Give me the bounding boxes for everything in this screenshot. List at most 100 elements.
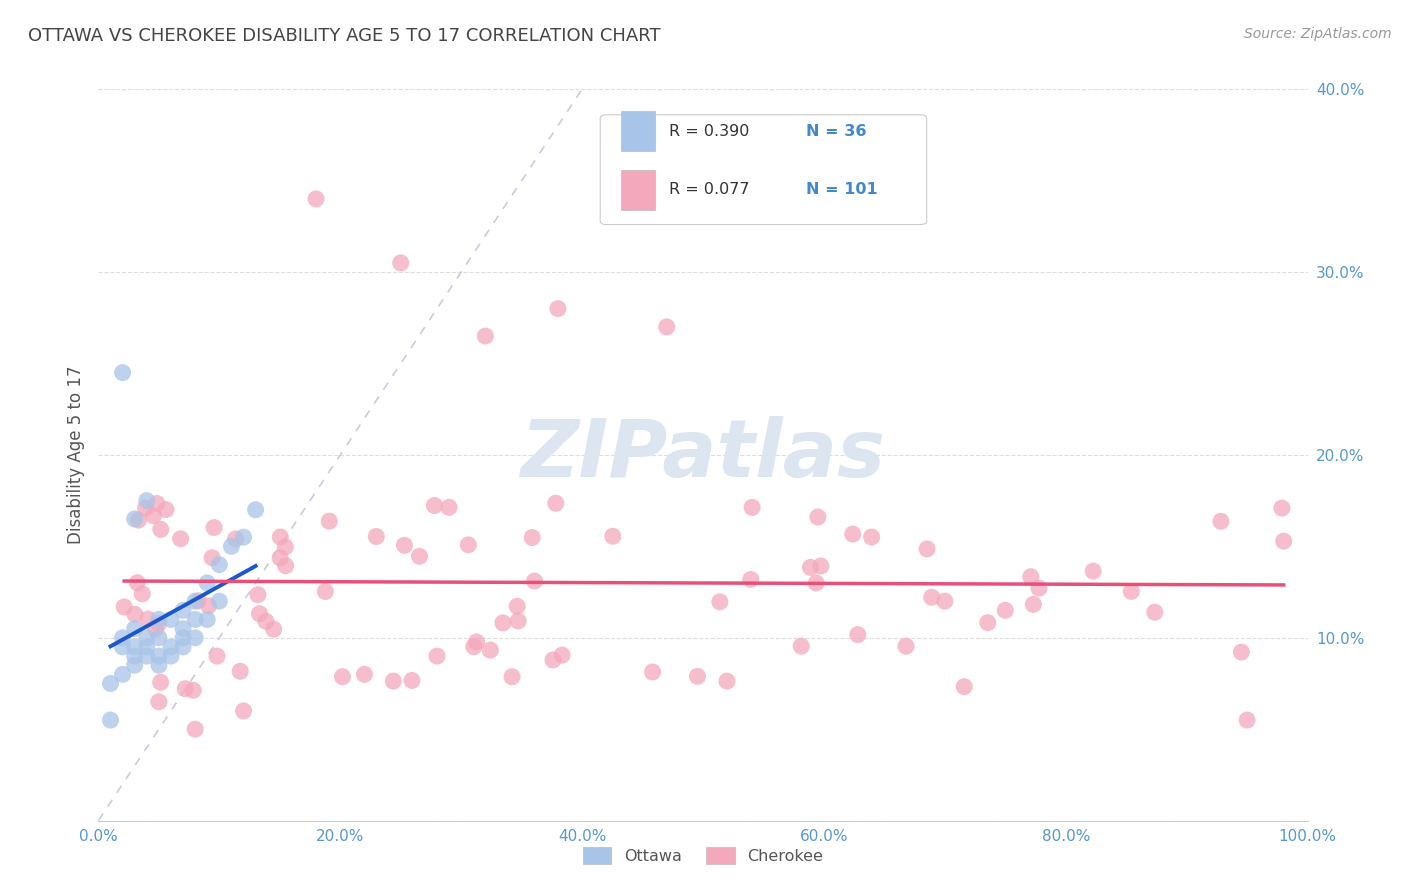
Point bbox=[1143, 605, 1166, 619]
Point bbox=[184, 723, 207, 737]
Point bbox=[205, 648, 228, 663]
Point bbox=[305, 192, 328, 206]
Point bbox=[426, 649, 449, 664]
Point bbox=[246, 588, 269, 602]
Text: R = 0.390: R = 0.390 bbox=[669, 124, 749, 139]
Point bbox=[790, 639, 813, 653]
Point bbox=[160, 640, 183, 654]
Point bbox=[522, 531, 544, 545]
Point bbox=[124, 649, 146, 664]
Point bbox=[112, 599, 135, 614]
Point bbox=[124, 640, 146, 654]
Point bbox=[915, 541, 938, 556]
Point bbox=[169, 532, 191, 546]
Point bbox=[274, 540, 297, 554]
Point bbox=[602, 529, 624, 543]
Point bbox=[149, 675, 172, 690]
Point bbox=[846, 627, 869, 641]
Point bbox=[686, 669, 709, 683]
Point bbox=[1083, 564, 1105, 578]
Point bbox=[111, 631, 134, 645]
Point bbox=[934, 594, 956, 608]
Point bbox=[128, 513, 150, 527]
Point bbox=[148, 658, 170, 673]
Y-axis label: Disability Age 5 to 17: Disability Age 5 to 17 bbox=[66, 366, 84, 544]
Point bbox=[145, 622, 167, 636]
Point bbox=[492, 615, 515, 630]
Point bbox=[479, 643, 502, 657]
Point bbox=[860, 530, 883, 544]
Point bbox=[134, 501, 156, 516]
Point bbox=[208, 558, 231, 572]
Point bbox=[184, 594, 207, 608]
Text: N = 36: N = 36 bbox=[806, 124, 866, 139]
Point bbox=[124, 658, 146, 673]
Point bbox=[232, 704, 254, 718]
Point bbox=[1209, 514, 1232, 528]
Point bbox=[921, 591, 943, 605]
Point bbox=[100, 676, 122, 690]
Point bbox=[994, 603, 1017, 617]
Point bbox=[541, 653, 564, 667]
Point bbox=[197, 599, 219, 613]
Point bbox=[124, 512, 146, 526]
Legend: Ottawa, Cherokee: Ottawa, Cherokee bbox=[582, 847, 824, 863]
Point bbox=[810, 559, 832, 574]
Point bbox=[263, 622, 285, 636]
Point bbox=[229, 665, 252, 679]
Point bbox=[314, 584, 336, 599]
Point bbox=[394, 538, 416, 552]
Point bbox=[181, 683, 204, 698]
Point bbox=[184, 631, 207, 645]
Point bbox=[741, 500, 763, 515]
Point bbox=[148, 649, 170, 664]
Point bbox=[544, 496, 567, 510]
Point bbox=[136, 612, 159, 626]
Point bbox=[124, 607, 146, 622]
Point bbox=[1121, 584, 1143, 599]
Point bbox=[172, 640, 194, 654]
Text: R = 0.077: R = 0.077 bbox=[669, 182, 749, 197]
Point bbox=[172, 622, 194, 636]
Point bbox=[155, 502, 177, 516]
Point bbox=[202, 520, 225, 534]
Point bbox=[174, 681, 197, 696]
Point bbox=[254, 615, 277, 629]
Point bbox=[135, 631, 157, 645]
Point bbox=[366, 529, 388, 543]
Point bbox=[135, 493, 157, 508]
Point bbox=[148, 631, 170, 645]
FancyBboxPatch shape bbox=[621, 169, 655, 210]
Point bbox=[142, 508, 165, 523]
Point bbox=[232, 530, 254, 544]
Point bbox=[1019, 569, 1042, 583]
Point bbox=[195, 576, 218, 591]
Point bbox=[551, 648, 574, 662]
Point bbox=[160, 649, 183, 664]
Point bbox=[195, 613, 218, 627]
Point bbox=[408, 549, 430, 564]
Point bbox=[111, 640, 134, 654]
Point bbox=[135, 640, 157, 654]
Point bbox=[523, 574, 546, 588]
Point bbox=[1230, 645, 1253, 659]
FancyBboxPatch shape bbox=[621, 112, 655, 152]
Point bbox=[1028, 581, 1050, 595]
Point bbox=[208, 594, 231, 608]
Point bbox=[463, 640, 485, 654]
Point bbox=[457, 538, 479, 552]
Text: Source: ZipAtlas.com: Source: ZipAtlas.com bbox=[1244, 27, 1392, 41]
Point bbox=[332, 670, 354, 684]
Point bbox=[184, 613, 207, 627]
Point bbox=[135, 649, 157, 664]
Point bbox=[100, 713, 122, 727]
Point bbox=[474, 329, 496, 343]
Point bbox=[804, 576, 827, 591]
Point bbox=[269, 530, 291, 544]
Point bbox=[221, 539, 243, 553]
Point bbox=[655, 319, 678, 334]
Point bbox=[807, 510, 830, 524]
Point bbox=[160, 613, 183, 627]
Point bbox=[149, 523, 172, 537]
Point bbox=[423, 499, 446, 513]
